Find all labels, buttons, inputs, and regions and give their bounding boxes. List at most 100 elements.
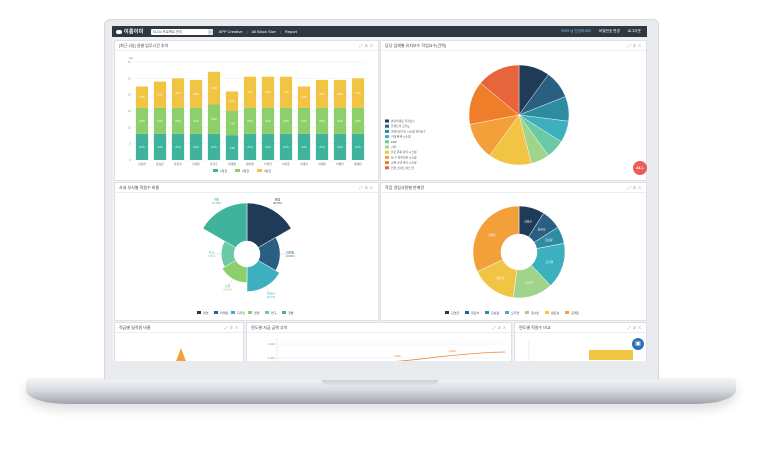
legend-swatch [385,161,389,165]
x-tick-label: 이재원 [318,162,326,166]
bar-segment [225,91,239,111]
label-leader [272,201,278,210]
slice-label: 최민석 [538,227,546,231]
bar-segment [171,78,185,108]
logout-link[interactable]: 로그아웃 [627,29,641,33]
bar-segment [171,133,185,160]
legend-swatch [385,129,389,133]
nav-item-app-creative[interactable]: APP Creative [218,29,243,34]
x-tick-label: 윤은진 [174,162,182,166]
panel-controls[interactable]: ⤢⚙✕ [359,185,375,190]
legend-swatch [485,311,489,314]
slice-label: 김보람 [545,238,553,242]
x-tick-label: 전상준 [192,162,200,166]
panel-controls[interactable]: ⤢⚙✕ [627,325,643,330]
bar-value-label: 8.00 [247,119,253,123]
bar-value-label: 8.00 [337,145,343,149]
legend-swatch [213,169,218,172]
dashboard-screen: 이룸이미 To-Do 프로젝트 관리 ⌕ APP Creative | All B… [112,26,647,361]
legend-swatch [248,311,252,314]
x-tick-label: 황미영 [246,162,254,166]
bar-segment [297,107,311,134]
series-line [396,351,506,361]
nav-item-report[interactable]: Report [284,29,297,34]
legend-swatch [525,311,529,314]
y-tick-label: 20 [128,93,132,97]
bar-segment [135,133,149,160]
rank-ratio-chart [176,348,186,361]
point-label: 1,690 [394,354,401,358]
slice-label: 정수빈 [525,280,533,284]
bar-segment [153,107,167,134]
bar-value-label: 8.00 [175,119,181,123]
legend-swatch [197,311,201,314]
panel-controls[interactable]: ⤢⚙✕ [359,43,375,48]
legend-swatch [385,150,389,154]
bar-segment [243,133,257,160]
panel-controls[interactable]: ⤢⚙✕ [627,185,643,190]
bar-segment [243,76,257,108]
legend-label: ERP [391,140,397,144]
legend-swatch [385,140,389,144]
all-badge-button[interactable]: ALL [633,161,647,175]
legend-label: 황은실 [551,310,560,315]
legend-swatch [385,155,389,159]
search-icon[interactable]: ⌕ [207,28,213,35]
legend-label: 기타 [391,145,397,149]
bar-segment [207,104,221,134]
slice-label: 경영 [275,197,281,202]
panel-title: 직급별 일직원 비율 [119,325,151,330]
app-logo[interactable]: 이룸이미 [116,28,144,35]
bar-segment [135,107,149,134]
slice-percent: 25.76% [212,201,221,205]
bar-segment [351,78,365,108]
nav-item-all-block-size[interactable]: All Block Size [251,29,276,34]
legend-swatch [257,169,262,172]
bar-segment [261,107,275,134]
bar-value-label: 9.00 [355,91,361,95]
legend-swatch [545,311,549,314]
bar-segment [333,107,347,134]
legend-swatch [265,311,269,314]
legend-label: 3일전 [264,168,271,173]
bar-value-label: 8.50 [337,92,343,96]
point-label: 1,840 [449,349,456,353]
bar-value-label: 8.00 [355,145,361,149]
bar-value-label: 6.50 [301,95,307,99]
y-tick-label: 5 [129,142,131,146]
bar-segment [333,133,347,160]
user-greeting-link[interactable]: 9999 님 안녕하세요 [561,29,591,33]
slice-label: 디자인 [267,291,276,296]
rose-slice [202,202,248,248]
legend-label: 1일전 [220,168,227,173]
panel-daily-work-hours: [최근 2일] 일별 업무시간 추이 ⤢⚙✕ (H) 0 5 10 15 20 25 30 8.… [114,40,379,181]
panel-controls[interactable]: ⤢⚙✕ [627,43,643,48]
panel-controls[interactable]: ⤢⚙✕ [492,325,508,330]
stacked-bar-chart: (H) 0 5 10 15 20 25 30 8.00 8.00 6.50 김승연 8.00 8.00 8.… [128,56,367,173]
bar-value-label: 9.50 [247,90,253,94]
panel-title: 연도별 지급 금액 추이 [251,325,288,330]
bar-segment [189,107,203,134]
bar-segment [189,79,203,108]
legend-label: 디자인 [237,310,246,315]
bar-segment [207,71,221,105]
legend-label: 블로 문화 관리 시스템 [391,150,417,154]
bar-value-label: 8.00 [283,119,289,123]
search-input[interactable]: To-Do 프로젝트 관리 ⌕ [150,28,213,35]
department-rose-chart: 경영25.76%마케팅13.64%디자인16.67%영업10.61%연구8.64… [197,197,295,315]
legend-label: 오지연 [511,310,520,315]
y-tick-label: 25 [128,76,132,80]
bar-segment [315,107,329,134]
bar-value-label: 8.00 [157,93,163,97]
panel-controls[interactable]: ⤢⚙✕ [224,325,240,330]
legend-label: 인천 스마트 퍼스 업 [391,166,414,170]
panel-title: 담당 업체별 유지보수 작업요수(건택) [385,43,447,48]
x-tick-label: 임재영 [228,162,236,166]
save-icon[interactable]: ▣ [632,338,644,350]
top-bar: 이룸이미 To-Do 프로젝트 관리 ⌕ APP Creative | All B… [112,26,647,37]
slice-percent: 13.64% [286,254,295,258]
slice-label: 마케팅 [286,250,295,255]
bar-segment [135,86,149,108]
change-password-link[interactable]: 비밀번호 변경 [598,29,620,33]
bar-segment [225,135,239,160]
